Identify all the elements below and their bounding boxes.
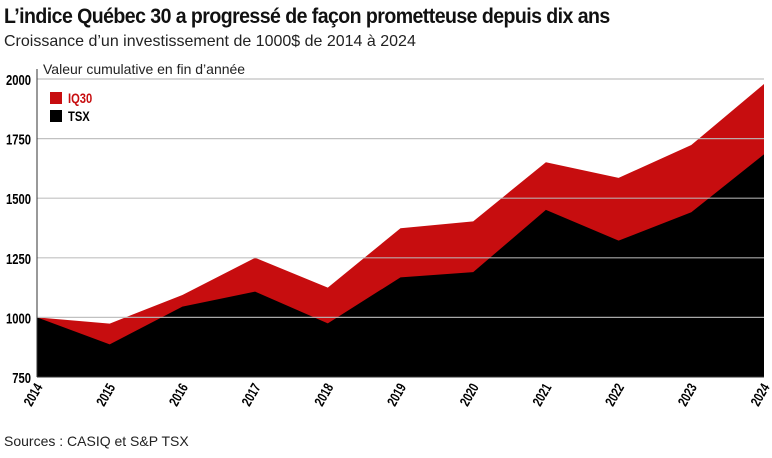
x-tick-label: 2022 [602, 381, 627, 409]
legend-swatch-tsx [50, 110, 62, 122]
x-tick-label: 2021 [529, 381, 554, 409]
y-tick-label: 750 [12, 369, 31, 386]
y-tick-label: 1500 [6, 191, 31, 208]
y-axis-label: Valeur cumulative en fin d’année [43, 61, 245, 77]
sources-note: Sources : CASIQ et S&P TSX [4, 433, 189, 449]
chart-title: L’indice Québec 30 a progressé de façon … [4, 5, 610, 28]
x-tick-label: 2016 [166, 381, 191, 409]
x-tick-label: 2017 [239, 381, 264, 409]
x-tick-label: 2024 [748, 381, 772, 409]
x-tick-label: 2020 [457, 381, 482, 409]
y-tick-label: 1750 [6, 131, 31, 148]
legend-label-iq30: IQ30 [68, 91, 92, 106]
x-tick-label: 2015 [93, 381, 118, 409]
legend-label-tsx: TSX [68, 109, 90, 124]
legend-swatch-iq30 [50, 92, 62, 104]
y-tick-label: 1250 [6, 250, 31, 267]
y-tick-label: 2000 [6, 71, 31, 88]
x-tick-label: 2019 [384, 381, 409, 409]
x-tick-label: 2018 [311, 381, 336, 409]
area-tsx [37, 154, 764, 377]
x-tick-label: 2023 [675, 381, 700, 409]
y-tick-label: 1000 [6, 310, 31, 327]
chart-subtitle: Croissance d’un investissement de 1000$ … [4, 33, 416, 50]
